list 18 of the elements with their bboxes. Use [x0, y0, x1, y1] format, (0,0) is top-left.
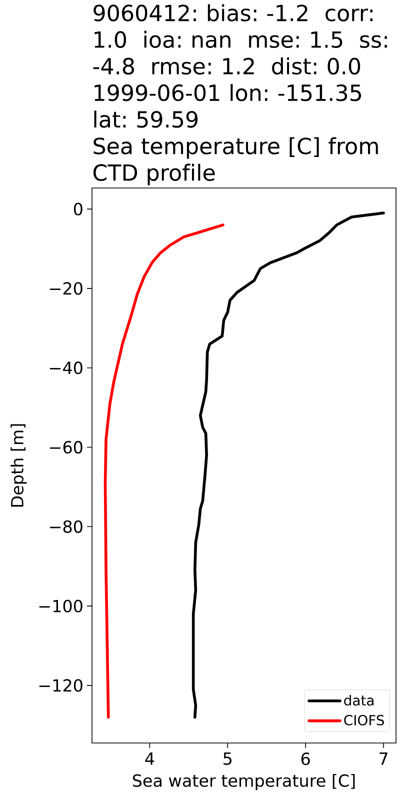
x-tick-label: 6 — [301, 752, 310, 766]
y-tick-label: −120 — [39, 679, 82, 692]
chart-title: 9060412: bias: -1.2 corr: 1.0 ioa: nan mse: 1.5 ss: -4.8 rmse: 1.2 dist: 0.0 1999-06-01 lon: -151.35 lat: 59.59 — [93, 4, 387, 128]
y-tick-label: −40 — [50, 362, 82, 374]
x-tick-label: 5 — [224, 752, 232, 765]
y-tick-label: −100 — [39, 600, 82, 612]
y-tick-label: −20 — [50, 282, 82, 295]
legend-label: CIOFS — [344, 714, 384, 726]
y-tick-label: 0 — [74, 202, 82, 216]
y-tick-label: −60 — [50, 440, 82, 454]
line-series — [104, 224, 224, 719]
chart-subtitle: Sea temperature [C] from CTD profile — [93, 137, 378, 186]
x-tick-label: 7 — [380, 752, 388, 765]
y-tick-label: −80 — [50, 520, 82, 533]
x-axis-title: Sea water temperature [C] — [132, 774, 355, 790]
legend-label: data — [344, 694, 374, 706]
x-tick-label: 4 — [145, 752, 154, 765]
y-axis-title: Depth [m] — [10, 424, 27, 507]
